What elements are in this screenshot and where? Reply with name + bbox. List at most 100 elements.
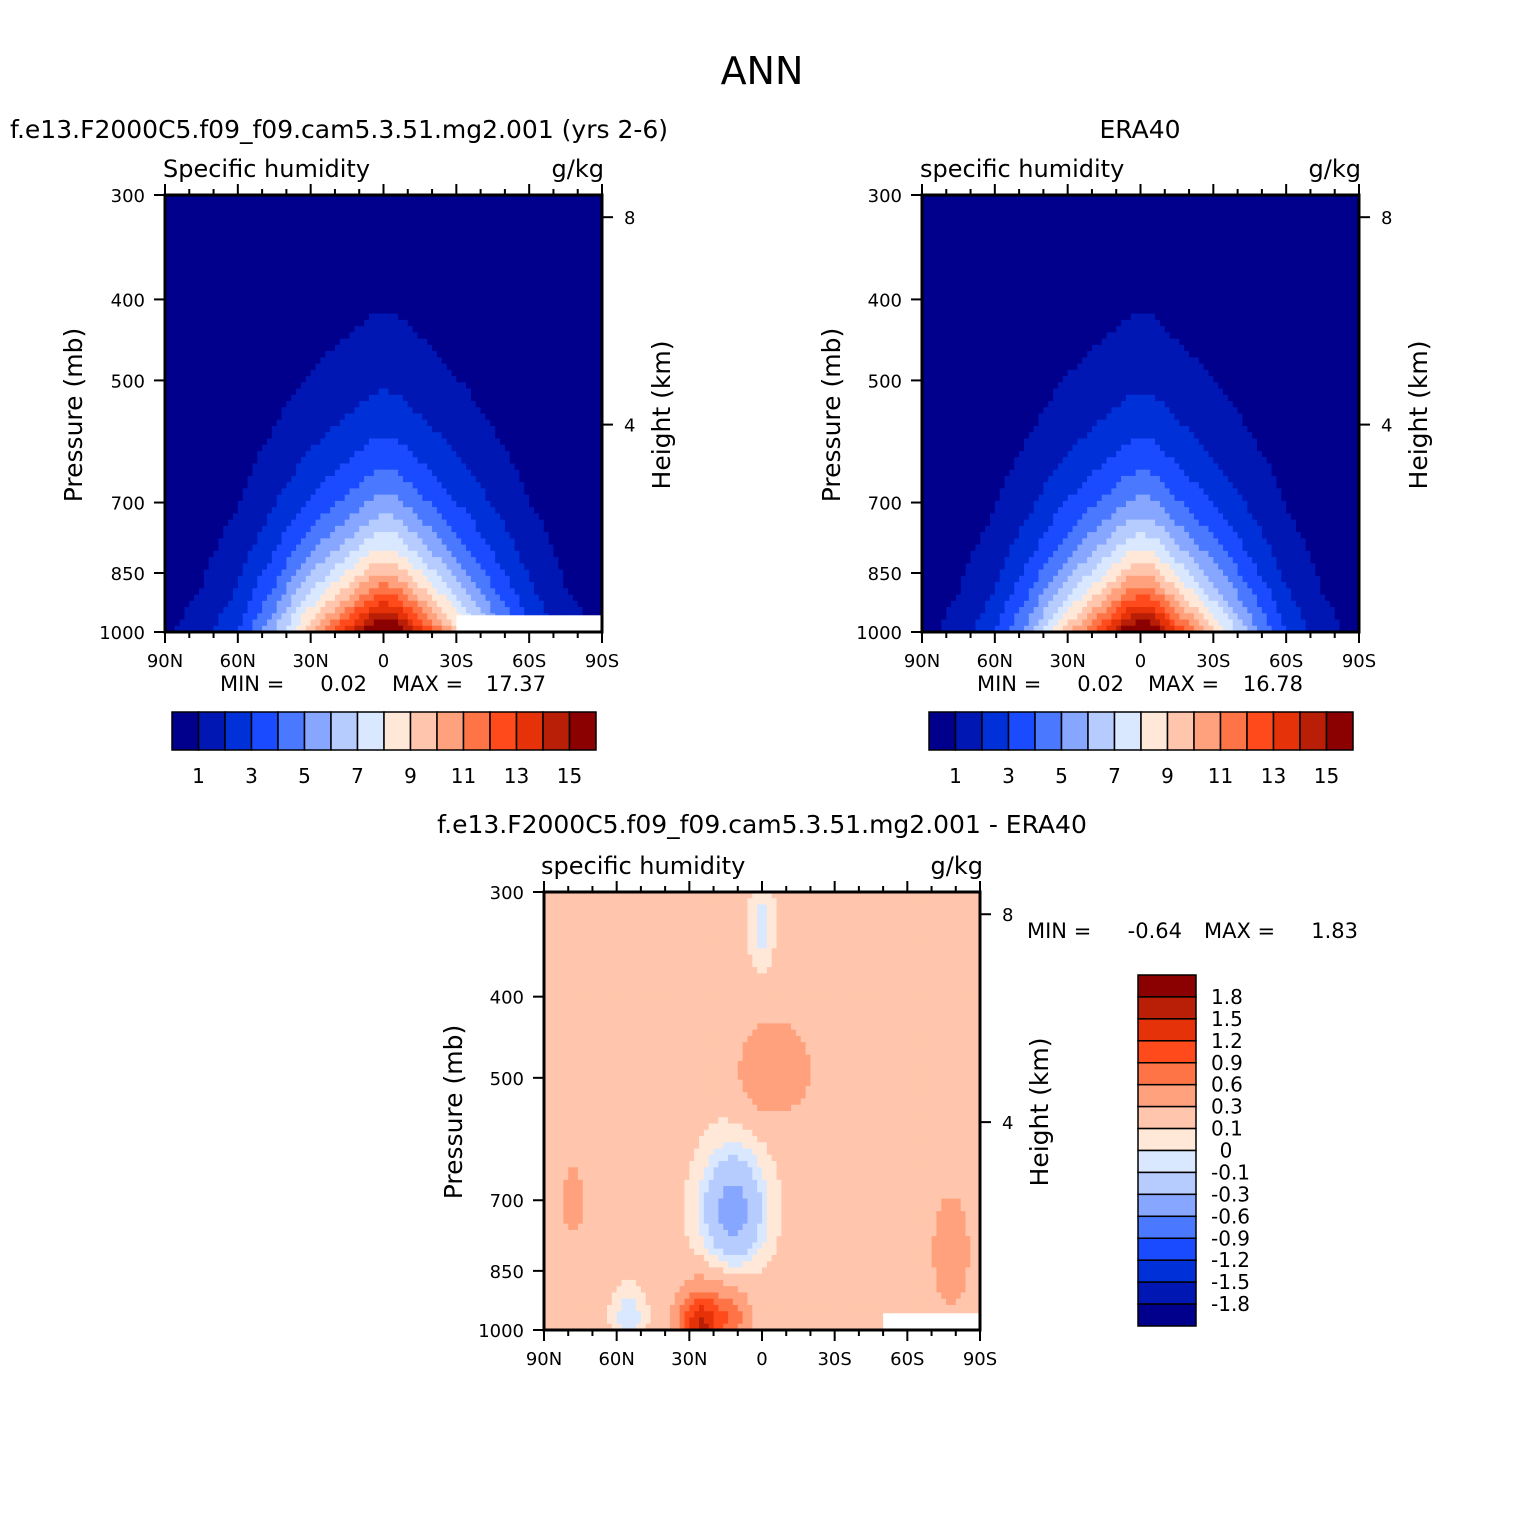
contour-cell [330, 401, 335, 408]
contour-cell [403, 470, 408, 477]
contour-cell [437, 226, 442, 233]
contour-cell [296, 476, 301, 483]
contour-cell [350, 513, 355, 520]
contour-cell [238, 470, 243, 477]
contour-cell [408, 226, 413, 233]
contour-cell [505, 407, 510, 414]
contour-cell [306, 507, 311, 514]
contour-cell [558, 282, 563, 289]
contour-cell [403, 463, 408, 470]
contour-cell [354, 345, 359, 352]
contour-cell [388, 351, 393, 358]
contour-cell [456, 495, 461, 502]
contour-cell [189, 339, 194, 346]
contour-cell [558, 314, 563, 321]
contour-cell [403, 445, 408, 452]
contour-cell [393, 513, 398, 520]
contour-cell [354, 376, 359, 383]
contour-cell [529, 395, 534, 402]
contour-cell [524, 220, 529, 227]
contour-cell [194, 507, 199, 514]
contour-cell [282, 332, 287, 339]
contour-cell [476, 432, 481, 439]
contour-cell [262, 257, 267, 264]
contour-cell [218, 201, 223, 208]
contour-cell [194, 201, 199, 208]
contour-cell [369, 257, 374, 264]
contour-cell [466, 201, 471, 208]
contour-cell [233, 232, 238, 239]
contour-cell [228, 295, 233, 302]
contour-cell [364, 376, 369, 383]
contour-cell [398, 414, 403, 421]
contour-cell [189, 276, 194, 283]
contour-cell [544, 251, 549, 258]
contour-cell [233, 282, 238, 289]
contour-cell [442, 276, 447, 283]
contour-cell [374, 226, 379, 233]
contour-cell [248, 207, 253, 214]
contour-cell [170, 407, 175, 414]
contour-cell [223, 282, 228, 289]
contour-cell [267, 351, 272, 358]
contour-cell [233, 207, 238, 214]
contour-cell [549, 326, 554, 333]
contour-cell [262, 339, 267, 346]
contour-cell [549, 451, 554, 458]
contour-cell [257, 357, 262, 364]
contour-cell [277, 226, 282, 233]
contour-cell [505, 520, 510, 527]
contour-cell [519, 201, 524, 208]
contour-cell [403, 276, 408, 283]
contour-cell [364, 382, 369, 389]
contour-cell [325, 239, 330, 246]
contour-cell [490, 451, 495, 458]
contour-cell [374, 532, 379, 539]
contour-cell [248, 370, 253, 377]
contour-cell [267, 314, 272, 321]
contour-cell [539, 376, 544, 383]
contour-cell [485, 295, 490, 302]
contour-cell [519, 351, 524, 358]
contour-cell [311, 339, 316, 346]
contour-cell [563, 513, 568, 520]
contour-cell [228, 214, 233, 221]
contour-cell [301, 276, 306, 283]
contour-cell [209, 270, 214, 277]
contour-cell [592, 282, 597, 289]
contour-cell [485, 220, 490, 227]
contour-cell [330, 501, 335, 508]
contour-cell [316, 326, 321, 333]
contour-cell [345, 351, 350, 358]
contour-cell [189, 220, 194, 227]
contour-cell [320, 488, 325, 495]
contour-cell [578, 245, 583, 252]
contour-cell [398, 532, 403, 539]
contour-cell [384, 301, 389, 308]
contour-cell [170, 232, 175, 239]
contour-cell [189, 364, 194, 371]
contour-cell [238, 289, 243, 296]
contour-cell [296, 389, 301, 396]
contour-cell [393, 220, 398, 227]
contour-cell [175, 389, 180, 396]
contour-cell [228, 426, 233, 433]
contour-cell [252, 220, 257, 227]
contour-cell [311, 295, 316, 302]
contour-cell [238, 214, 243, 221]
contour-cell [286, 307, 291, 314]
contour-cell [549, 307, 554, 314]
contour-cell [184, 476, 189, 483]
contour-cell [393, 257, 398, 264]
contour-cell [481, 245, 486, 252]
contour-cell [228, 382, 233, 389]
contour-cell [422, 226, 427, 233]
contour-cell [248, 251, 253, 258]
contour-cell [471, 507, 476, 514]
contour-cell [340, 289, 345, 296]
contour-cell [529, 426, 534, 433]
contour-cell [291, 451, 296, 458]
contour-cell [374, 276, 379, 283]
contour-cell [583, 526, 588, 533]
panel-model-right-label: g/kg [552, 155, 604, 183]
